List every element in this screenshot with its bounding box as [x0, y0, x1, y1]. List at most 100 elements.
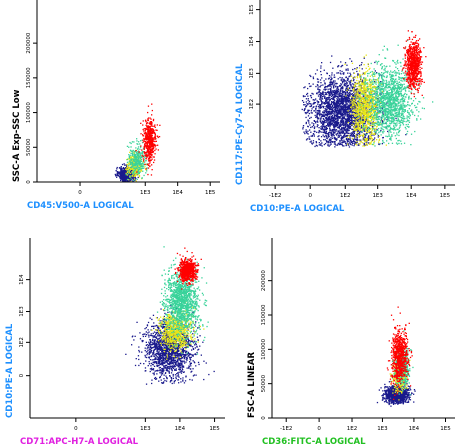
event-point [320, 113, 323, 115]
event-point [342, 72, 344, 75]
event-point [343, 122, 345, 125]
event-point [334, 122, 336, 125]
event-point [315, 141, 317, 143]
event-point [346, 142, 348, 144]
event-point [148, 148, 150, 150]
event-point [331, 93, 333, 95]
event-point [302, 95, 305, 98]
event-point [147, 145, 149, 147]
event-point [370, 131, 372, 133]
event-point [320, 106, 322, 108]
event-point [152, 130, 155, 132]
event-point [351, 86, 353, 88]
event-point [335, 123, 337, 125]
event-point [137, 165, 139, 167]
event-point [341, 64, 344, 67]
event-point [151, 149, 153, 152]
event-point [362, 86, 364, 89]
event-point [135, 169, 137, 171]
event-point [351, 108, 354, 110]
event-point [330, 102, 333, 104]
event-point [339, 76, 341, 79]
event-point [151, 148, 153, 150]
event-point [356, 137, 358, 139]
event-point [126, 177, 128, 180]
event-point [306, 132, 308, 134]
event-point [155, 144, 157, 147]
event-point [347, 130, 349, 132]
event-point [340, 110, 342, 112]
event-point [329, 122, 332, 124]
event-point [324, 95, 326, 98]
event-point [343, 128, 345, 130]
event-point [322, 101, 324, 103]
event-point [370, 87, 372, 90]
event-point [372, 108, 374, 110]
event-point [360, 64, 362, 66]
event-point [330, 123, 333, 126]
event-point [137, 176, 139, 179]
event-point [336, 121, 338, 123]
event-point [339, 72, 341, 74]
event-point [330, 134, 332, 137]
event-point [340, 73, 342, 75]
event-point [323, 118, 325, 120]
event-point [323, 112, 325, 114]
event-point [139, 154, 141, 157]
event-point [361, 82, 363, 84]
event-point [352, 106, 354, 108]
event-point [358, 123, 361, 125]
event-point [132, 165, 134, 167]
event-point [322, 102, 324, 104]
event-point [353, 105, 355, 107]
event-point [334, 109, 336, 111]
event-point [341, 129, 344, 131]
event-point [323, 139, 325, 141]
event-point [347, 100, 350, 103]
event-point [357, 100, 359, 102]
event-point [361, 125, 363, 127]
event-point [136, 166, 138, 168]
event-point [345, 97, 347, 99]
event-point [338, 112, 340, 114]
event-point [130, 153, 132, 155]
event-point [343, 124, 345, 126]
event-point [370, 95, 372, 97]
event-point [327, 135, 329, 137]
event-point [315, 98, 317, 100]
event-point [327, 134, 330, 136]
event-point [354, 112, 356, 114]
event-point [317, 81, 319, 83]
event-point [370, 102, 372, 105]
event-point [326, 141, 329, 143]
event-point [140, 163, 142, 165]
event-point [306, 111, 308, 114]
event-point [370, 120, 372, 122]
event-point [336, 89, 338, 91]
event-point [325, 97, 327, 100]
event-point [335, 133, 337, 135]
event-point [307, 99, 309, 102]
event-point [329, 128, 331, 130]
event-point [309, 129, 311, 131]
event-point [317, 110, 320, 112]
event-point [377, 79, 379, 82]
event-point [141, 152, 143, 154]
event-point [333, 113, 335, 115]
event-point [327, 141, 330, 143]
event-point [133, 164, 135, 166]
event-point [325, 114, 327, 116]
event-point [363, 102, 365, 104]
event-point [343, 91, 345, 93]
event-point [336, 107, 338, 110]
event-point [341, 132, 343, 134]
event-point [142, 163, 144, 165]
event-point [330, 140, 332, 142]
event-point [310, 103, 312, 105]
event-point [374, 104, 376, 107]
event-point [357, 74, 359, 76]
event-point [360, 111, 362, 114]
event-point [124, 176, 126, 178]
event-point [123, 163, 125, 165]
event-point [355, 68, 358, 70]
